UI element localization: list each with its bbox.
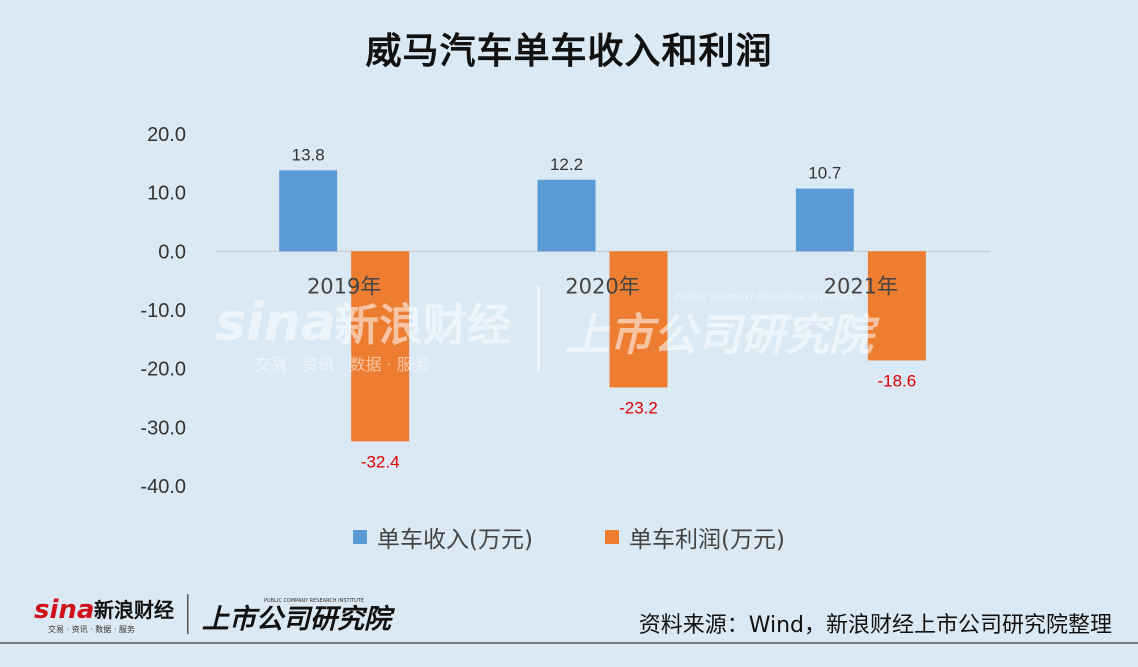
legend-label-profit: 单车利润(万元) — [629, 527, 785, 553]
footer-sina-sub-text: 交易 · 资讯 · 数据 · 服务 — [48, 624, 135, 634]
x-category-label: 2020年 — [565, 274, 639, 298]
bar-profit — [351, 251, 410, 442]
y-tick-label: -10.0 — [140, 300, 186, 322]
data-label-revenue: 12.2 — [550, 155, 583, 174]
footer-sina-cn-text: 新浪财经 — [94, 598, 174, 622]
footer-logo-divider — [187, 594, 189, 634]
footer-logo: sina 新浪财经 交易 · 资讯 · 数据 · 服务 PUBLIC COMPA… — [34, 590, 414, 640]
chart-title: 威马汽车单车收入和利润 — [365, 31, 773, 72]
data-label-profit: -23.2 — [619, 398, 658, 417]
data-label-profit: -32.4 — [361, 452, 400, 471]
footer-divider-line — [0, 642, 1138, 644]
footer-institute-text: 上市公司研究院 — [202, 604, 396, 635]
bar-revenue — [537, 179, 596, 252]
bar-profit — [609, 251, 668, 388]
y-tick-label: -20.0 — [140, 359, 186, 381]
source-note: 资料来源：Wind，新浪财经上市公司研究院整理 — [638, 613, 1112, 638]
x-category-label: 2021年 — [824, 274, 898, 298]
legend-swatch-revenue — [353, 530, 368, 544]
chart-legend: 单车收入(万元) 单车利润(万元) — [0, 520, 1138, 554]
legend-item-profit: 单车利润(万元) — [605, 520, 785, 554]
data-label-revenue: 13.8 — [292, 145, 325, 164]
y-tick-label: 20.0 — [147, 124, 186, 146]
y-tick-label: 10.0 — [147, 183, 186, 205]
y-tick-label: -30.0 — [140, 417, 186, 439]
footer-sina-text: sina — [34, 595, 94, 625]
bar-revenue — [795, 188, 854, 252]
x-category-label: 2019年 — [307, 274, 381, 298]
footer-institute-en-text: PUBLIC COMPANY RESEARCH INSTITUTE — [264, 598, 364, 604]
bar-revenue — [279, 170, 338, 252]
legend-item-revenue: 单车收入(万元) — [353, 520, 533, 554]
legend-swatch-profit — [605, 530, 619, 544]
bar-profit — [867, 251, 926, 361]
data-label-profit: -18.6 — [877, 371, 916, 390]
legend-label-revenue: 单车收入(万元) — [377, 527, 533, 553]
y-tick-label: 0.0 — [158, 241, 186, 263]
y-tick-label: -40.0 — [140, 476, 186, 498]
data-label-revenue: 10.7 — [808, 164, 841, 183]
